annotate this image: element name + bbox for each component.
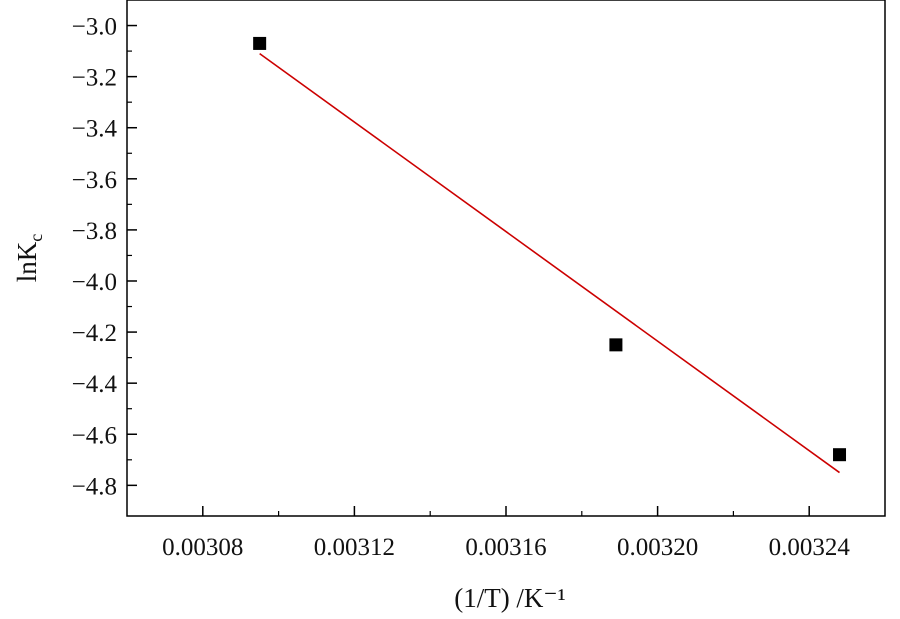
y-tick-labels: −3.0 −3.2 −3.4 −3.6 −3.8 −4.0 −4.2 −4.4 −4.6 −4.8 bbox=[72, 14, 118, 501]
y-tick-label: −4.2 bbox=[72, 320, 117, 347]
y-tick-label: −4.8 bbox=[72, 473, 117, 500]
x-axis-title: (1/T) /K⁻¹ bbox=[454, 583, 566, 613]
plot-frame bbox=[126, 0, 886, 517]
data-point bbox=[253, 36, 267, 50]
y-axis-title-subscript: c bbox=[26, 234, 46, 242]
y-tick-label: −4.4 bbox=[72, 371, 118, 398]
x-tick-label: 0.00316 bbox=[465, 534, 546, 561]
x-tick-label: 0.00308 bbox=[162, 534, 243, 561]
y-axis-title: lnKc bbox=[12, 234, 46, 283]
data-point bbox=[609, 338, 623, 352]
data-point bbox=[833, 448, 847, 462]
y-tick-label: −3.6 bbox=[72, 167, 117, 194]
y-axis-title-main: lnK bbox=[12, 241, 42, 282]
axis-ticks bbox=[127, 24, 810, 516]
y-tick-label: −3.8 bbox=[72, 218, 117, 245]
y-tick-label: −3.0 bbox=[72, 14, 117, 41]
y-tick-label: −3.4 bbox=[72, 116, 118, 143]
x-tick-label: 0.00324 bbox=[769, 534, 851, 561]
y-tick-label: −3.2 bbox=[72, 65, 117, 92]
x-tick-labels: 0.00308 0.00312 0.00316 0.00320 0.00324 bbox=[162, 534, 850, 561]
fit-line bbox=[259, 52, 840, 474]
series-layer bbox=[253, 36, 847, 474]
y-tick-label: −4.0 bbox=[72, 269, 117, 296]
x-tick-label: 0.00320 bbox=[617, 534, 698, 561]
y-tick-label: −4.6 bbox=[72, 422, 117, 449]
x-tick-label: 0.00312 bbox=[314, 534, 395, 561]
